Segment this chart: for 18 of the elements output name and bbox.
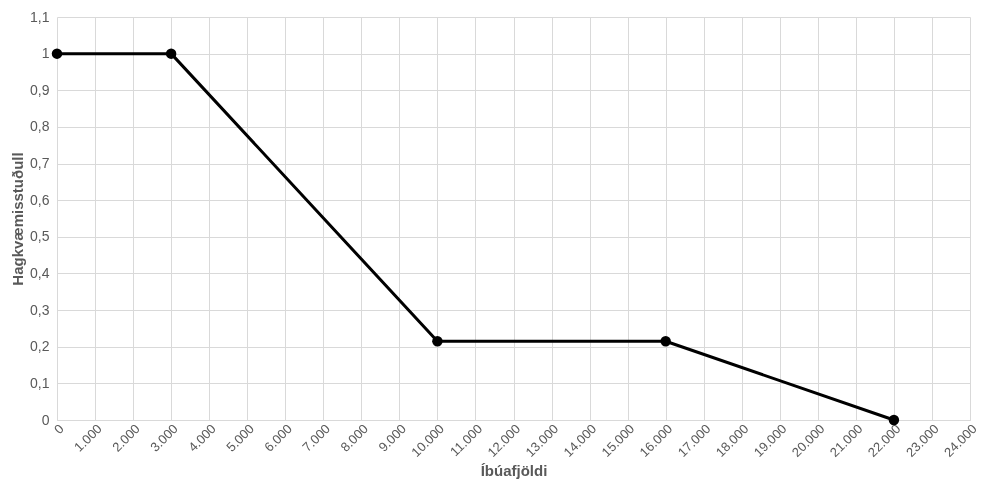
y-tick-label: 0,8 <box>30 118 50 135</box>
y-axis-title: Hagkvæmisstuðull <box>9 152 27 286</box>
point <box>660 336 671 347</box>
point <box>888 414 900 426</box>
y-tick-label: 1 <box>41 45 50 62</box>
point <box>51 48 63 59</box>
point <box>432 336 443 347</box>
x-axis-title: Íbúafjöldi <box>480 461 548 479</box>
y-tick-label: 0,9 <box>30 81 50 98</box>
y-tick-label: 1,1 <box>30 8 50 25</box>
y-tick-label: 0,6 <box>30 191 50 208</box>
y-tick-label: 0,2 <box>30 338 50 355</box>
point <box>165 48 177 59</box>
y-tick-label: 0,5 <box>30 228 50 245</box>
y-tick-label: 0,3 <box>30 301 50 318</box>
y-tick-label: 0,4 <box>30 264 50 281</box>
y-tick-label: 0,7 <box>30 155 50 172</box>
y-tick-label: 0,1 <box>30 374 50 391</box>
